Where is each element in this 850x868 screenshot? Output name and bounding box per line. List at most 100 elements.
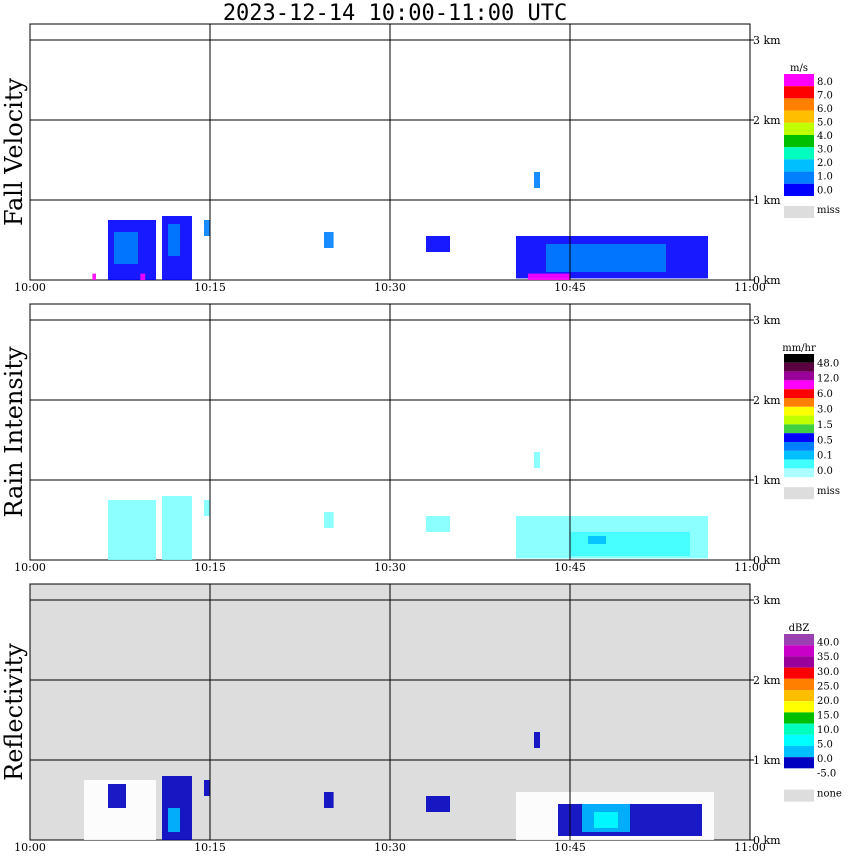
echo-cell [168, 224, 180, 256]
legend-miss-label: miss [817, 205, 840, 216]
legend-label: 6.0 [817, 389, 833, 400]
legend-label: 25.0 [817, 681, 839, 692]
legend-label: 30.0 [817, 667, 839, 678]
legend-swatch [784, 667, 814, 679]
legend-label: 0.1 [817, 451, 833, 462]
echo-cell [92, 273, 96, 280]
echo-cell [140, 273, 146, 280]
legend-swatch [784, 171, 814, 184]
echo-cell [108, 500, 156, 560]
legend-label: 0.0 [817, 185, 833, 196]
x-tick-label: 10:30 [374, 841, 406, 854]
legend-swatch [784, 459, 814, 469]
y-tick-label: 0 km [753, 274, 781, 287]
legend-swatch [784, 362, 814, 372]
echo-cell [594, 812, 618, 828]
x-tick-label: 10:45 [554, 561, 586, 574]
legend-label: 3.0 [817, 145, 833, 156]
y-tick-label: 2 km [753, 394, 781, 407]
echo-cell [588, 536, 606, 544]
legend-label: 1.5 [817, 420, 833, 431]
echo-cell [546, 244, 666, 272]
echo-cell [204, 220, 210, 236]
legend-swatch [784, 468, 814, 478]
legend-miss-swatch [784, 789, 814, 802]
legend-swatch [784, 354, 814, 363]
legend-swatch [784, 398, 814, 407]
y-tick-label: 3 km [753, 314, 781, 327]
x-tick-label: 10:30 [374, 281, 406, 294]
legend-label: 3.0 [817, 405, 833, 416]
x-tick-label: 10:00 [14, 841, 46, 854]
legend-swatch [784, 371, 814, 381]
legend-swatch [784, 450, 814, 460]
x-tick-label: 10:15 [194, 561, 226, 574]
echo-cell [528, 273, 570, 280]
y-tick-label: 1 km [753, 474, 781, 487]
legend-miss-label: none [817, 789, 842, 800]
legend-swatch [784, 122, 814, 135]
legend-label: 5.0 [817, 740, 833, 751]
legend-swatch [784, 634, 814, 646]
legend-swatch [784, 135, 814, 148]
legend-swatch [784, 110, 814, 123]
echo-cell [426, 516, 450, 532]
echo-cell [162, 496, 192, 560]
echo-cell [324, 232, 334, 248]
legend-label: 35.0 [817, 652, 839, 663]
legend-label: 7.0 [817, 90, 833, 101]
echo-cell [426, 796, 450, 812]
legend-swatch [784, 415, 814, 425]
legend-swatch [784, 701, 814, 713]
echo-cell [534, 172, 540, 188]
legend-label: 8.0 [817, 77, 833, 88]
legend-swatch [784, 442, 814, 451]
x-tick-label: 10:15 [194, 281, 226, 294]
legend-label: 2.0 [817, 158, 833, 169]
echo-cell [114, 232, 138, 264]
legend-swatch [784, 406, 814, 416]
legend-swatch [784, 678, 814, 690]
x-tick-label: 10:15 [194, 841, 226, 854]
panel-ylabel: Reflectivity [0, 643, 28, 781]
legend-swatch [784, 147, 814, 160]
x-tick-label: 11:00 [734, 841, 766, 854]
legend-label: 0.0 [817, 466, 833, 477]
legend-label: 20.0 [817, 696, 839, 707]
echo-cell [426, 236, 450, 252]
legend-swatch [784, 424, 814, 434]
echo-cell [108, 784, 126, 808]
echo-cell [168, 808, 180, 832]
legend-label: 1.0 [817, 172, 833, 183]
legend-label: 40.0 [817, 638, 839, 649]
echo-cell [534, 732, 540, 748]
panel-ylabel: Fall Velocity [0, 78, 28, 227]
legend-miss-swatch [784, 487, 814, 500]
chart-title: 2023-12-14 10:00-11:00 UTC [222, 1, 568, 26]
echo-cell [204, 500, 210, 516]
legend-unit: dBZ [789, 623, 810, 634]
legend-label: 5.0 [817, 118, 833, 129]
legend-swatch [784, 74, 814, 87]
legend-swatch [784, 723, 814, 735]
y-tick-label: 2 km [753, 674, 781, 687]
legend-swatch [784, 690, 814, 702]
legend-miss-swatch [784, 206, 814, 218]
legend-swatch [784, 734, 814, 746]
x-tick-label: 11:00 [734, 281, 766, 294]
legend-label: -5.0 [817, 769, 836, 780]
legend-label: 4.0 [817, 131, 833, 142]
legend-label: 6.0 [817, 104, 833, 115]
legend-swatch [784, 746, 814, 758]
x-tick-label: 10:00 [14, 281, 46, 294]
legend-swatch [784, 183, 814, 196]
legend-label: 12.0 [817, 374, 839, 385]
legend-swatch [784, 768, 814, 780]
echo-cell [204, 780, 210, 796]
legend-label: 15.0 [817, 710, 839, 721]
legend-swatch [784, 98, 814, 111]
y-tick-label: 0 km [753, 554, 781, 567]
legend-swatch [784, 645, 814, 657]
legend-label: 10.0 [817, 725, 839, 736]
